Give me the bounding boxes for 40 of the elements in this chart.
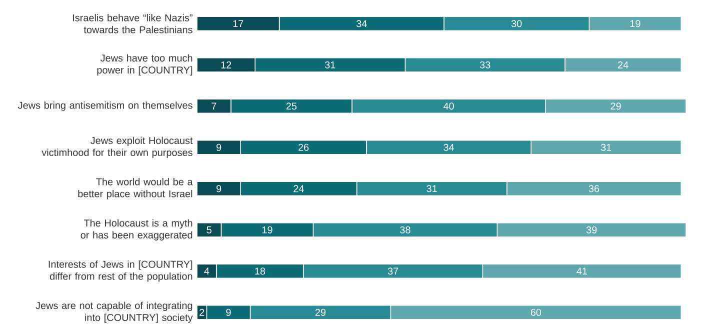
data-label: 4 [204, 268, 210, 275]
data-label: 2 [200, 308, 204, 316]
data-label: 40 [443, 102, 454, 110]
data-label: 24 [618, 61, 628, 68]
data-label: 30 [511, 20, 522, 28]
data-label: 37 [388, 268, 398, 275]
data-label: 9 [216, 185, 222, 192]
data-label: 17 [233, 20, 244, 28]
y-tick-label: Jews are not capable of integrating into [COUNTRY] society [36, 302, 193, 323]
data-label: 39 [586, 226, 597, 234]
data-label: 34 [444, 144, 454, 151]
data-label: 7 [212, 102, 216, 110]
y-tick-label: Jews bring antisemitism on themselves [18, 101, 192, 111]
data-label: 9 [216, 144, 222, 151]
data-label: 18 [255, 268, 266, 275]
data-label: 26 [298, 144, 309, 151]
data-label: 19 [630, 20, 640, 28]
y-tick-label: Israelis behave “like Nazis” towards the Palestinians [73, 14, 192, 34]
data-label: 31 [426, 185, 437, 192]
data-label: 38 [400, 226, 410, 234]
data-label: 31 [600, 144, 612, 151]
data-label: 29 [610, 102, 621, 110]
y-tick-label: The world would be a better place without Israel [78, 178, 193, 200]
data-label: 5 [206, 226, 212, 234]
data-label: 25 [286, 102, 297, 110]
data-label: 12 [221, 61, 232, 68]
data-label: 29 [315, 308, 326, 316]
data-label: 19 [262, 226, 272, 234]
y-tick-label: Jews exploit Holocaust victimhood for their own purposes [42, 136, 193, 158]
data-label: 24 [294, 185, 304, 192]
data-label: 34 [356, 20, 367, 28]
y-tick-label: Interests of Jews in [COUNTRY] differ from rest of the population [48, 260, 192, 282]
data-label: 31 [324, 61, 336, 68]
data-label: 33 [480, 61, 490, 68]
data-label: 60 [530, 308, 542, 316]
data-label: 9 [226, 308, 231, 316]
y-tick-label: The Holocaust is a myth or has been exaggerated [80, 219, 192, 240]
y-tick-label: Jews have too much power in [COUNTRY] [97, 54, 192, 76]
data-label: 41 [576, 268, 587, 275]
data-label: 36 [588, 185, 600, 192]
